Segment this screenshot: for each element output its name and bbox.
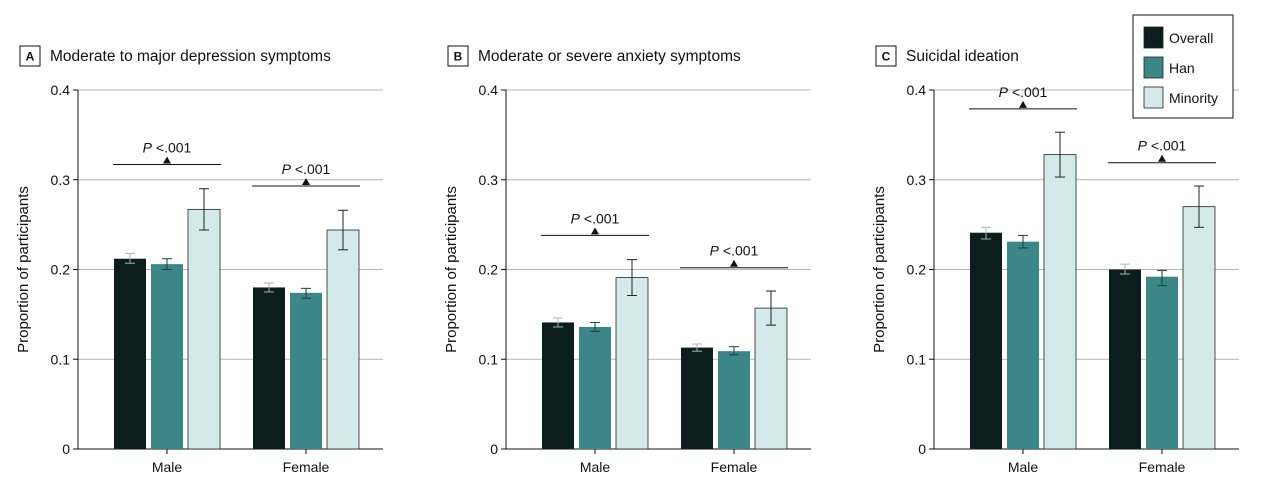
bar-minority-male: [1043, 154, 1077, 450]
p-value-label: P <.001: [710, 243, 759, 259]
significance-marker: [163, 156, 171, 164]
y-axis-label: Proportion of participants: [871, 186, 888, 353]
bar-han-male: [151, 264, 183, 449]
y-tick-label: 0.2: [51, 262, 71, 278]
y-tick-label: 0.3: [479, 172, 499, 188]
bar-overall-female: [253, 287, 285, 449]
y-axis-label: Proportion of participants: [443, 186, 460, 353]
y-tick-label: 0.3: [907, 172, 927, 188]
panel-letter-box: [875, 45, 897, 67]
bar-han-female: [718, 351, 750, 449]
panel-a: A Moderate to major depression symptoms 0 0…: [15, 45, 383, 475]
significance-marker: [1158, 154, 1166, 162]
bar-overall-male: [542, 322, 574, 449]
x-tick-label: Female: [711, 459, 758, 475]
p-value-label: P <.001: [143, 139, 192, 155]
x-tick-label: Male: [580, 459, 611, 475]
y-tick-label: 0.2: [907, 262, 927, 278]
panel-title: Moderate or severe anxiety symptoms: [478, 48, 741, 65]
panel-letter: C: [882, 50, 891, 64]
panel-b: B Moderate or severe anxiety symptoms 0 0.1…: [443, 45, 811, 475]
panel-title: Moderate to major depression symptoms: [50, 48, 331, 65]
y-tick-label: 0.4: [479, 82, 499, 98]
bar-minority-male: [615, 277, 649, 450]
legend-label-overall: Overall: [1169, 30, 1213, 46]
bar-overall-male: [970, 232, 1002, 449]
x-tick-label: Male: [1008, 459, 1039, 475]
y-tick-label: 0.3: [51, 172, 71, 188]
bar-han-female: [1146, 276, 1178, 449]
y-tick-label: 0.4: [51, 82, 71, 98]
panel-letter: B: [454, 50, 463, 64]
panel-title: Suicidal ideation: [906, 48, 1019, 65]
significance-marker: [302, 178, 310, 186]
y-tick-label: 0.4: [907, 82, 927, 98]
panel-letter-box: [19, 45, 41, 67]
panel-letter-box: [447, 45, 469, 67]
bar-overall-female: [1109, 269, 1141, 449]
legend-swatch-minority: [1143, 86, 1164, 109]
significance-marker: [591, 227, 599, 235]
legend-label-minority: Minority: [1169, 90, 1218, 106]
p-value-label: P <.001: [282, 161, 331, 177]
x-tick-label: Female: [1139, 459, 1186, 475]
y-tick-label: 0.2: [479, 262, 499, 278]
legend-swatch-overall: [1143, 26, 1164, 49]
bar-minority-female: [754, 307, 788, 450]
y-tick-label: 0: [490, 441, 498, 457]
bar-han-female: [290, 292, 322, 449]
y-tick-label: 0: [62, 441, 70, 457]
significance-marker: [1019, 100, 1027, 108]
bar-minority-male: [187, 208, 221, 450]
bar-minority-female: [326, 229, 360, 450]
p-value-label: P <.001: [1138, 138, 1187, 154]
x-tick-label: Male: [152, 459, 183, 475]
x-tick-label: Female: [283, 459, 330, 475]
y-tick-label: 0.1: [907, 351, 927, 367]
bar-minority-female: [1182, 206, 1216, 450]
y-tick-label: 0.1: [479, 351, 499, 367]
bar-overall-male: [114, 258, 146, 449]
y-tick-label: 0.1: [51, 351, 71, 367]
legend-label-han: Han: [1169, 60, 1195, 76]
bar-overall-female: [681, 347, 713, 449]
panel-letter: A: [26, 50, 35, 64]
y-tick-label: 0: [918, 441, 926, 457]
legend: Overall Han Minority: [1132, 14, 1234, 119]
significance-marker: [730, 259, 738, 267]
y-axis-label: Proportion of participants: [15, 186, 32, 353]
bar-han-male: [1007, 241, 1039, 449]
p-value-label: P <.001: [571, 210, 620, 226]
bar-han-male: [579, 326, 611, 449]
p-value-label: P <.001: [999, 84, 1048, 100]
panel-c: C Suicidal ideation 0 0.1 0.2 0.3 0.4 Proportio…: [871, 45, 1239, 475]
legend-swatch-han: [1143, 56, 1164, 79]
